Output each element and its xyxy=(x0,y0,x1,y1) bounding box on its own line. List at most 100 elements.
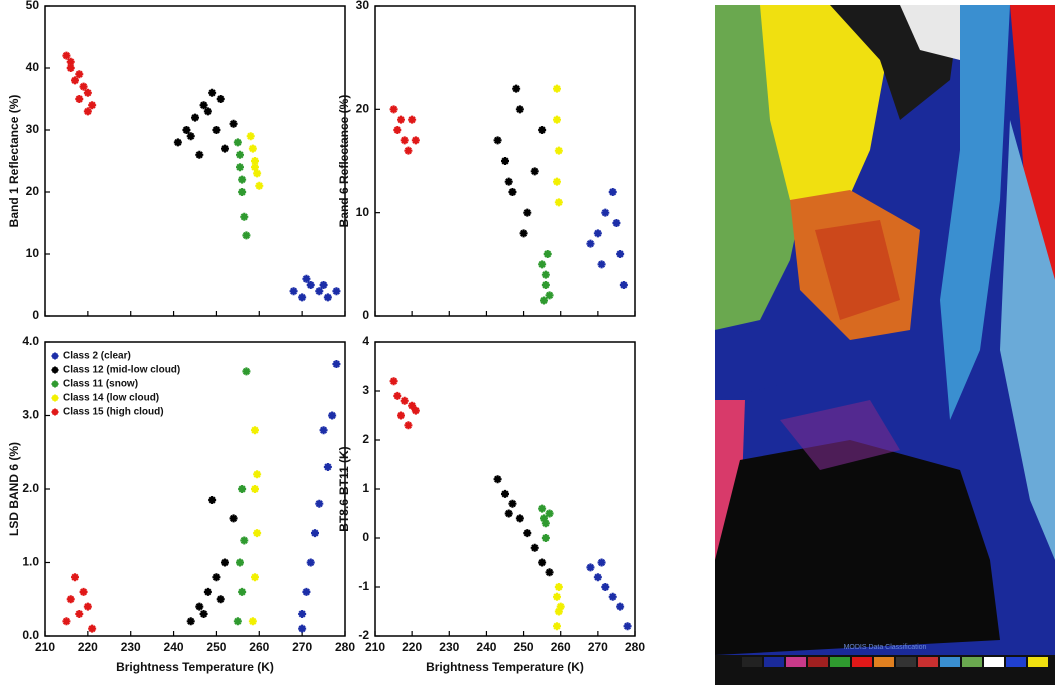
point xyxy=(242,231,251,240)
point xyxy=(404,421,413,430)
x-tick-label: 220 xyxy=(78,640,98,654)
point xyxy=(530,543,539,552)
point xyxy=(408,401,417,410)
point xyxy=(75,609,84,618)
point xyxy=(397,411,405,420)
point xyxy=(389,105,398,114)
point xyxy=(186,617,195,626)
point xyxy=(246,132,255,141)
point xyxy=(556,602,565,611)
point xyxy=(508,188,517,196)
point xyxy=(79,587,88,596)
point xyxy=(212,126,221,134)
point xyxy=(319,426,328,435)
point xyxy=(191,113,199,122)
point xyxy=(62,51,71,60)
point xyxy=(616,250,625,258)
point xyxy=(508,499,517,508)
point xyxy=(554,198,563,207)
point xyxy=(608,592,617,601)
point xyxy=(553,115,561,124)
point xyxy=(541,519,550,528)
plot-frame xyxy=(374,5,636,317)
point xyxy=(298,293,307,302)
point xyxy=(523,208,532,217)
point xyxy=(553,622,561,631)
point xyxy=(586,239,595,248)
y-tick-label: 0 xyxy=(362,530,369,544)
point xyxy=(501,157,509,165)
point xyxy=(203,587,212,596)
point xyxy=(504,177,513,186)
point xyxy=(538,504,547,513)
point xyxy=(242,367,251,376)
plot-frame xyxy=(44,5,346,317)
point xyxy=(393,391,402,400)
y-tick-label: 0 xyxy=(32,308,39,322)
point xyxy=(62,617,71,626)
plot-frame xyxy=(374,341,636,637)
point xyxy=(251,157,259,165)
point xyxy=(238,188,247,196)
y-tick-label: 20 xyxy=(26,184,40,198)
point xyxy=(229,514,238,523)
point xyxy=(319,281,328,289)
point xyxy=(400,396,409,405)
point xyxy=(332,360,341,369)
point xyxy=(515,514,524,523)
point xyxy=(538,260,547,269)
x-tick-label: 230 xyxy=(439,640,459,654)
point xyxy=(289,287,298,296)
point xyxy=(75,95,84,103)
point xyxy=(88,624,97,633)
image-caption: MODIS Data Classification xyxy=(844,644,927,651)
point xyxy=(545,291,554,300)
x-tick-label: 240 xyxy=(164,640,184,654)
legend-marker xyxy=(51,408,59,416)
x-axis-label: Brightness Temperature (K) xyxy=(116,660,274,674)
y-tick-label: 1 xyxy=(362,481,369,495)
point xyxy=(88,101,97,110)
point xyxy=(253,169,262,178)
point xyxy=(236,163,244,172)
point xyxy=(255,181,264,190)
point xyxy=(493,475,502,484)
x-tick-label: 230 xyxy=(121,640,141,654)
x-tick-label: 250 xyxy=(206,640,226,654)
point xyxy=(541,270,550,279)
y-tick-label: 0 xyxy=(362,308,369,322)
point xyxy=(251,426,259,435)
legend-label: Class 11 (snow) xyxy=(63,379,138,390)
point xyxy=(251,485,259,493)
legend-marker xyxy=(51,352,59,360)
point xyxy=(236,150,244,159)
point xyxy=(540,296,548,305)
point xyxy=(83,107,92,116)
point xyxy=(601,208,610,217)
classification-image: MODIS Data Classification xyxy=(715,5,1055,685)
point xyxy=(311,529,319,538)
y-tick-label: 10 xyxy=(26,246,40,260)
point xyxy=(302,274,311,283)
point xyxy=(512,84,521,93)
point xyxy=(400,136,409,145)
y-tick-label: 30 xyxy=(26,122,40,136)
point xyxy=(221,558,229,567)
point xyxy=(238,485,247,493)
x-tick-label: 270 xyxy=(588,640,608,654)
legend-marker xyxy=(51,366,59,374)
legend-label: Class 12 (mid-low cloud) xyxy=(63,365,180,376)
point xyxy=(616,602,625,611)
point xyxy=(195,150,204,159)
x-tick-label: 210 xyxy=(35,640,55,654)
y-tick-label: 10 xyxy=(356,205,370,219)
y-tick-label: 4.0 xyxy=(22,334,39,348)
point xyxy=(593,573,602,582)
point xyxy=(545,509,554,518)
point xyxy=(238,175,247,184)
point xyxy=(251,163,259,172)
point xyxy=(408,115,417,124)
point xyxy=(612,219,621,227)
point xyxy=(253,529,262,538)
point xyxy=(306,281,315,289)
